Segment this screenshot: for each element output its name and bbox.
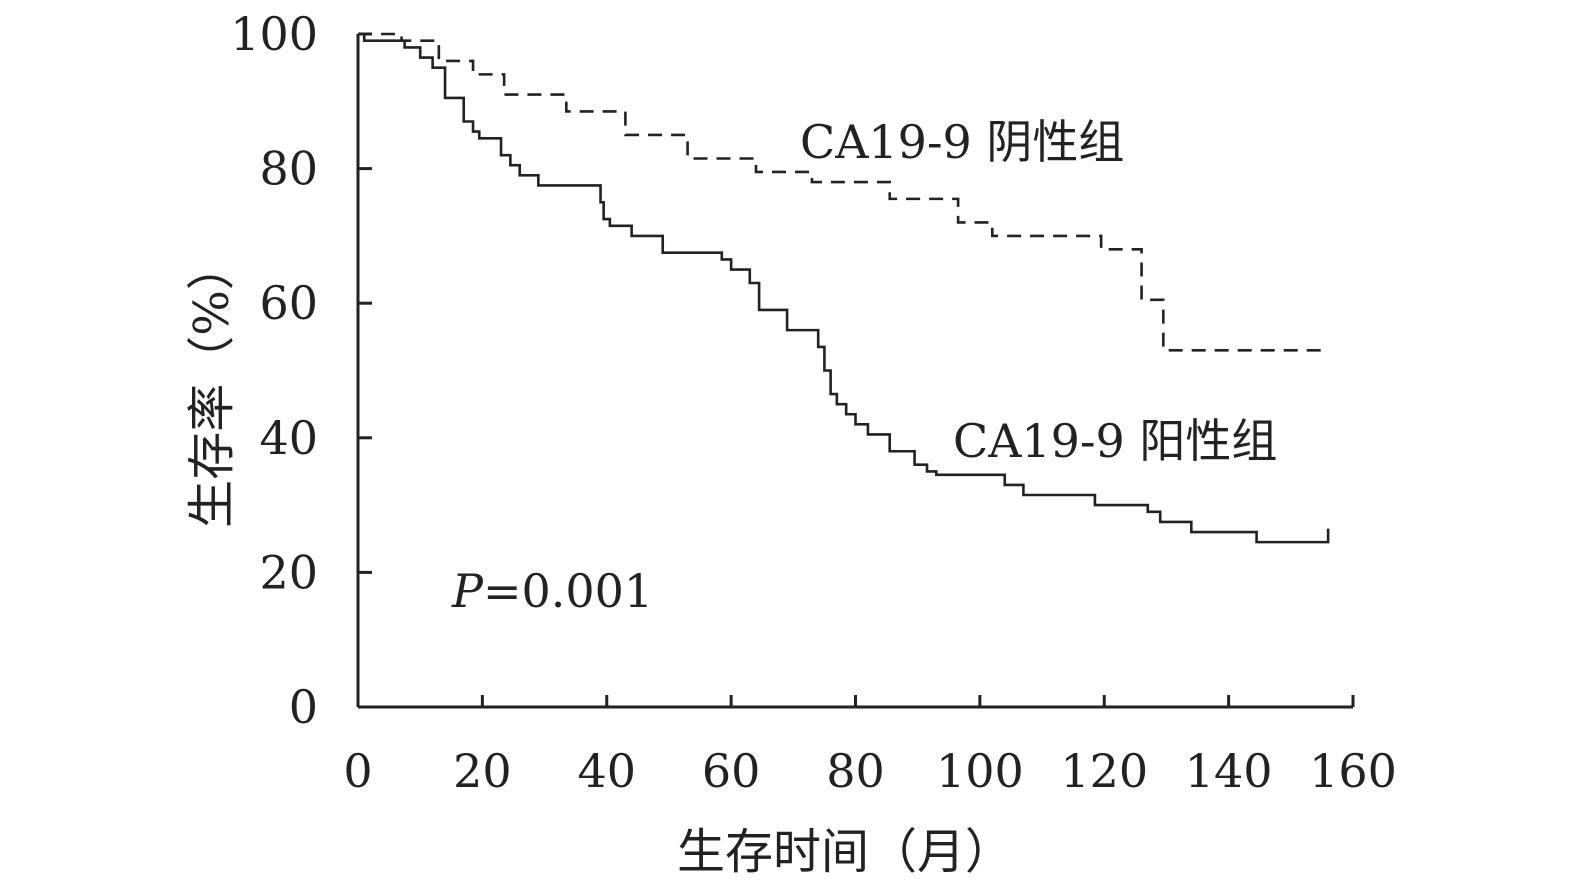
y-axis-label: 生存率（%）	[184, 242, 240, 528]
x-tick-label: 20	[453, 744, 512, 798]
series-group	[358, 32, 1330, 544]
y-tick-label: 80	[259, 142, 318, 196]
x-tick-label: 120	[1060, 744, 1148, 798]
x-tick-label: 0	[343, 744, 372, 798]
x-tick-label: 80	[826, 744, 885, 798]
x-tick-label: 60	[702, 744, 761, 798]
series-label-negative: CA19-9 阴性组	[800, 115, 1124, 169]
p-value-prefix: P	[451, 564, 484, 618]
x-tick-label: 140	[1185, 744, 1273, 798]
x-tick-label: 100	[936, 744, 1024, 798]
x-axis-label: 生存时间（月）	[677, 824, 1013, 880]
y-tick-label: 100	[230, 7, 318, 61]
series-line-positive	[358, 32, 1330, 544]
series-label-positive: CA19-9 阳性组	[953, 414, 1277, 468]
y-tick-label: 0	[289, 680, 318, 734]
y-tick-label: 40	[259, 411, 318, 465]
series-line-negative	[358, 32, 1329, 352]
p-value-annotation: P=0.001	[451, 564, 653, 618]
y-tick-label: 60	[259, 276, 318, 330]
ticks: 0 20 40 60 80 100 120 140 160 0 20 40 60 80 100	[230, 7, 1397, 798]
y-tick-label: 20	[259, 545, 318, 599]
p-value-text: =0.001	[483, 564, 653, 618]
x-tick-label: 40	[577, 744, 636, 798]
x-tick-label: 160	[1309, 744, 1397, 798]
